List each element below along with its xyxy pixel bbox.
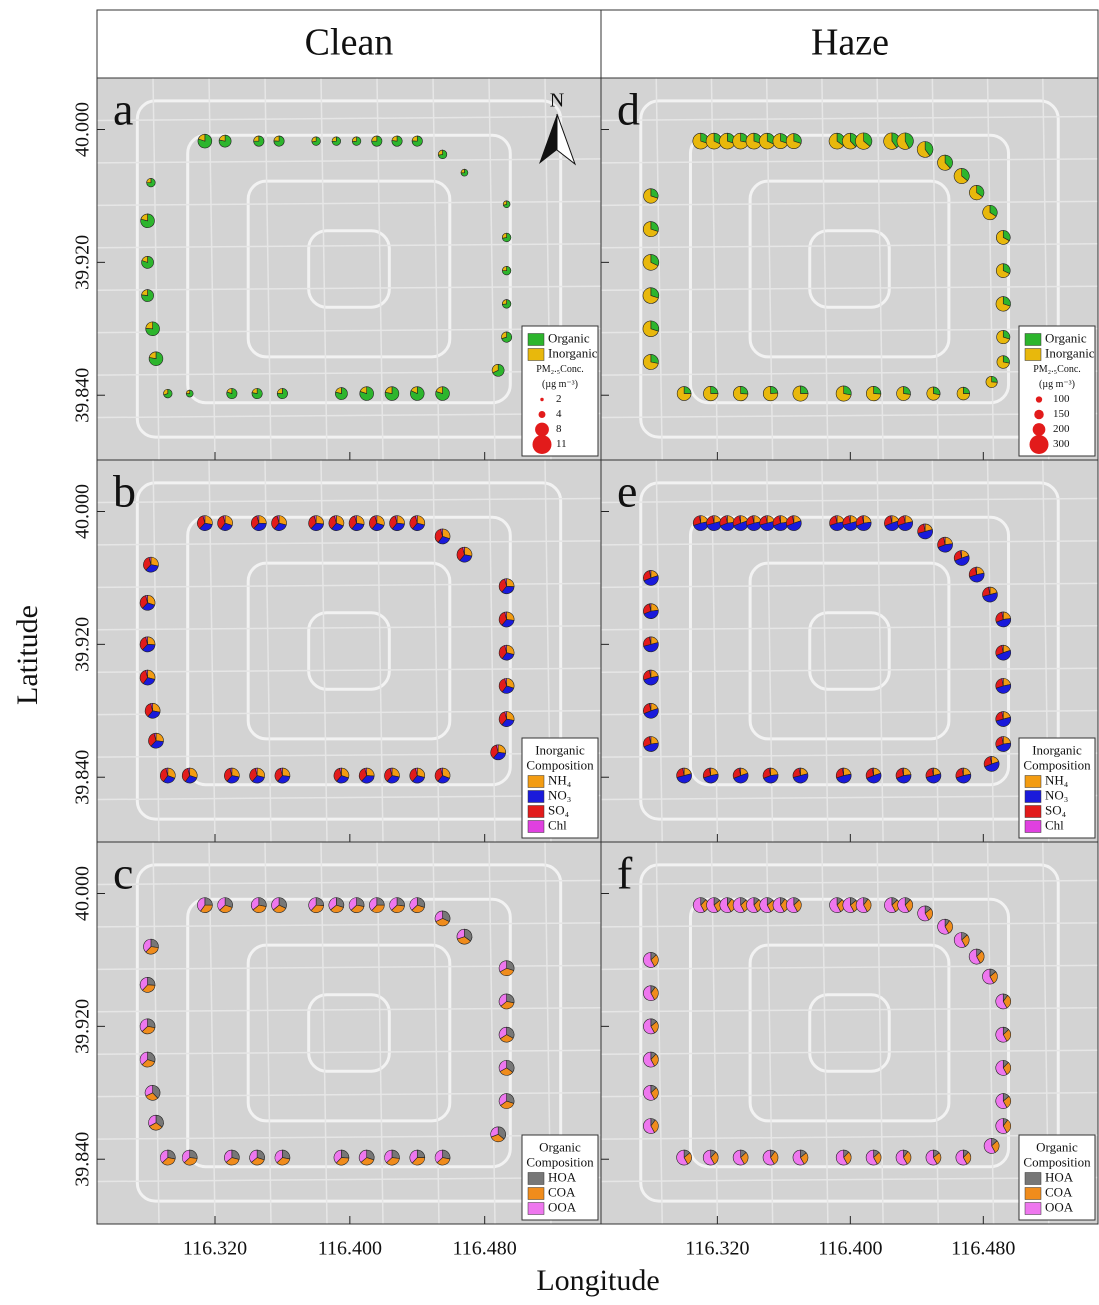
legend-label: HOA xyxy=(1045,1169,1074,1184)
y-tick-label: 40.000 xyxy=(72,102,94,157)
y-tick-label: 40.000 xyxy=(72,866,94,921)
legend-swatch xyxy=(1025,334,1041,346)
panel-letter: b xyxy=(113,466,136,517)
legend-label: NH₄ xyxy=(1045,772,1069,787)
north-label: N xyxy=(550,90,564,112)
legend-swatch xyxy=(528,821,544,833)
legend-size-label: 100 xyxy=(1053,393,1070,405)
y-axis-label: Latitude xyxy=(11,605,44,705)
legend-swatch xyxy=(1025,776,1041,788)
legend-swatch xyxy=(1025,1203,1041,1215)
legend-size-label: 8 xyxy=(556,423,562,435)
legend-label: Chl xyxy=(1045,817,1064,832)
legend-size xyxy=(540,398,543,401)
legend-swatch xyxy=(1025,821,1041,833)
legend-swatch xyxy=(528,806,544,818)
x-tick-label: 116.320 xyxy=(183,1238,247,1260)
legend-title: PM₂.₅Conc. xyxy=(1033,364,1081,375)
y-tick-label: 39.920 xyxy=(72,235,94,290)
legend-label: Organic xyxy=(1045,330,1087,345)
legend-swatch xyxy=(528,334,544,346)
legend-title: Composition xyxy=(526,1154,594,1169)
y-tick-label: 39.840 xyxy=(72,1132,94,1187)
legend-label: Inorganic xyxy=(1045,345,1095,360)
legend-label: SO₄ xyxy=(1045,802,1067,817)
legend-size-label: 2 xyxy=(556,393,562,405)
legend-label: OOA xyxy=(1045,1199,1074,1214)
legend-label: NO₃ xyxy=(1045,787,1068,802)
legend-swatch xyxy=(528,349,544,361)
legend-swatch xyxy=(1025,806,1041,818)
legend-title: (µg m⁻³) xyxy=(1039,379,1075,390)
panel-letter: a xyxy=(113,84,133,135)
legend-title: Inorganic xyxy=(535,742,585,757)
legend-size-label: 11 xyxy=(556,438,567,450)
y-tick-label: 40.000 xyxy=(72,484,94,539)
legend-label: NH₄ xyxy=(548,772,572,787)
legend-label: HOA xyxy=(548,1169,577,1184)
legend-swatch xyxy=(528,1188,544,1200)
legend-size-label: 4 xyxy=(556,408,562,420)
legend-label: Organic xyxy=(548,330,590,345)
legend-swatch xyxy=(1025,791,1041,803)
legend-title: (µg m⁻³) xyxy=(542,379,578,390)
figure: Clean Haze Latitude Longitude 40.000 39.9… xyxy=(0,0,1099,1305)
legend-label: OOA xyxy=(548,1199,577,1214)
legend-size xyxy=(539,411,546,418)
y-tick-label: 39.920 xyxy=(72,999,94,1054)
legend-label: Chl xyxy=(548,817,567,832)
x-axis-label: Longitude xyxy=(536,1264,659,1297)
legend-size xyxy=(1036,396,1042,402)
y-tick-label: 39.840 xyxy=(72,368,94,423)
legend-title: PM₂.₅Conc. xyxy=(536,364,584,375)
panel-letter: e xyxy=(617,466,637,517)
y-tick-label: 39.840 xyxy=(72,750,94,805)
legend-swatch xyxy=(1025,349,1041,361)
legend-size xyxy=(1030,435,1049,454)
legend-label: SO₄ xyxy=(548,802,570,817)
legend-size xyxy=(1033,423,1046,436)
x-tick-label: 116.400 xyxy=(818,1238,882,1260)
legend-swatch xyxy=(528,1203,544,1215)
legend-size-label: 150 xyxy=(1053,408,1070,420)
x-tick-label: 116.480 xyxy=(453,1238,517,1260)
legend-title: Composition xyxy=(526,757,594,772)
legend-size xyxy=(535,423,549,437)
x-tick-label: 116.320 xyxy=(685,1238,749,1260)
panel-letter: c xyxy=(113,848,133,899)
legend-swatch xyxy=(528,791,544,803)
legend-swatch xyxy=(1025,1188,1041,1200)
header-haze: Haze xyxy=(811,22,889,64)
legend-title: Composition xyxy=(1023,757,1091,772)
x-tick-label: 116.480 xyxy=(951,1238,1015,1260)
legend-label: COA xyxy=(1045,1184,1073,1199)
panel-letter: f xyxy=(617,848,633,899)
legend-label: NO₃ xyxy=(548,787,571,802)
legend-title: Composition xyxy=(1023,1154,1091,1169)
legend-size-label: 300 xyxy=(1053,438,1070,450)
legend-label: Inorganic xyxy=(548,345,598,360)
y-tick-label: 39.920 xyxy=(72,617,94,672)
header-clean: Clean xyxy=(305,22,394,64)
legend-title: Inorganic xyxy=(1032,742,1082,757)
legend-title: Organic xyxy=(539,1139,581,1154)
legend-swatch xyxy=(528,776,544,788)
legend-label: COA xyxy=(548,1184,576,1199)
legend-swatch xyxy=(528,1173,544,1185)
legend-size xyxy=(1034,410,1044,420)
legend-size-label: 200 xyxy=(1053,423,1070,435)
legend-swatch xyxy=(1025,1173,1041,1185)
legend-title: Organic xyxy=(1036,1139,1078,1154)
panel-letter: d xyxy=(617,84,640,135)
x-tick-label: 116.400 xyxy=(318,1238,382,1260)
legend-size xyxy=(533,435,552,454)
